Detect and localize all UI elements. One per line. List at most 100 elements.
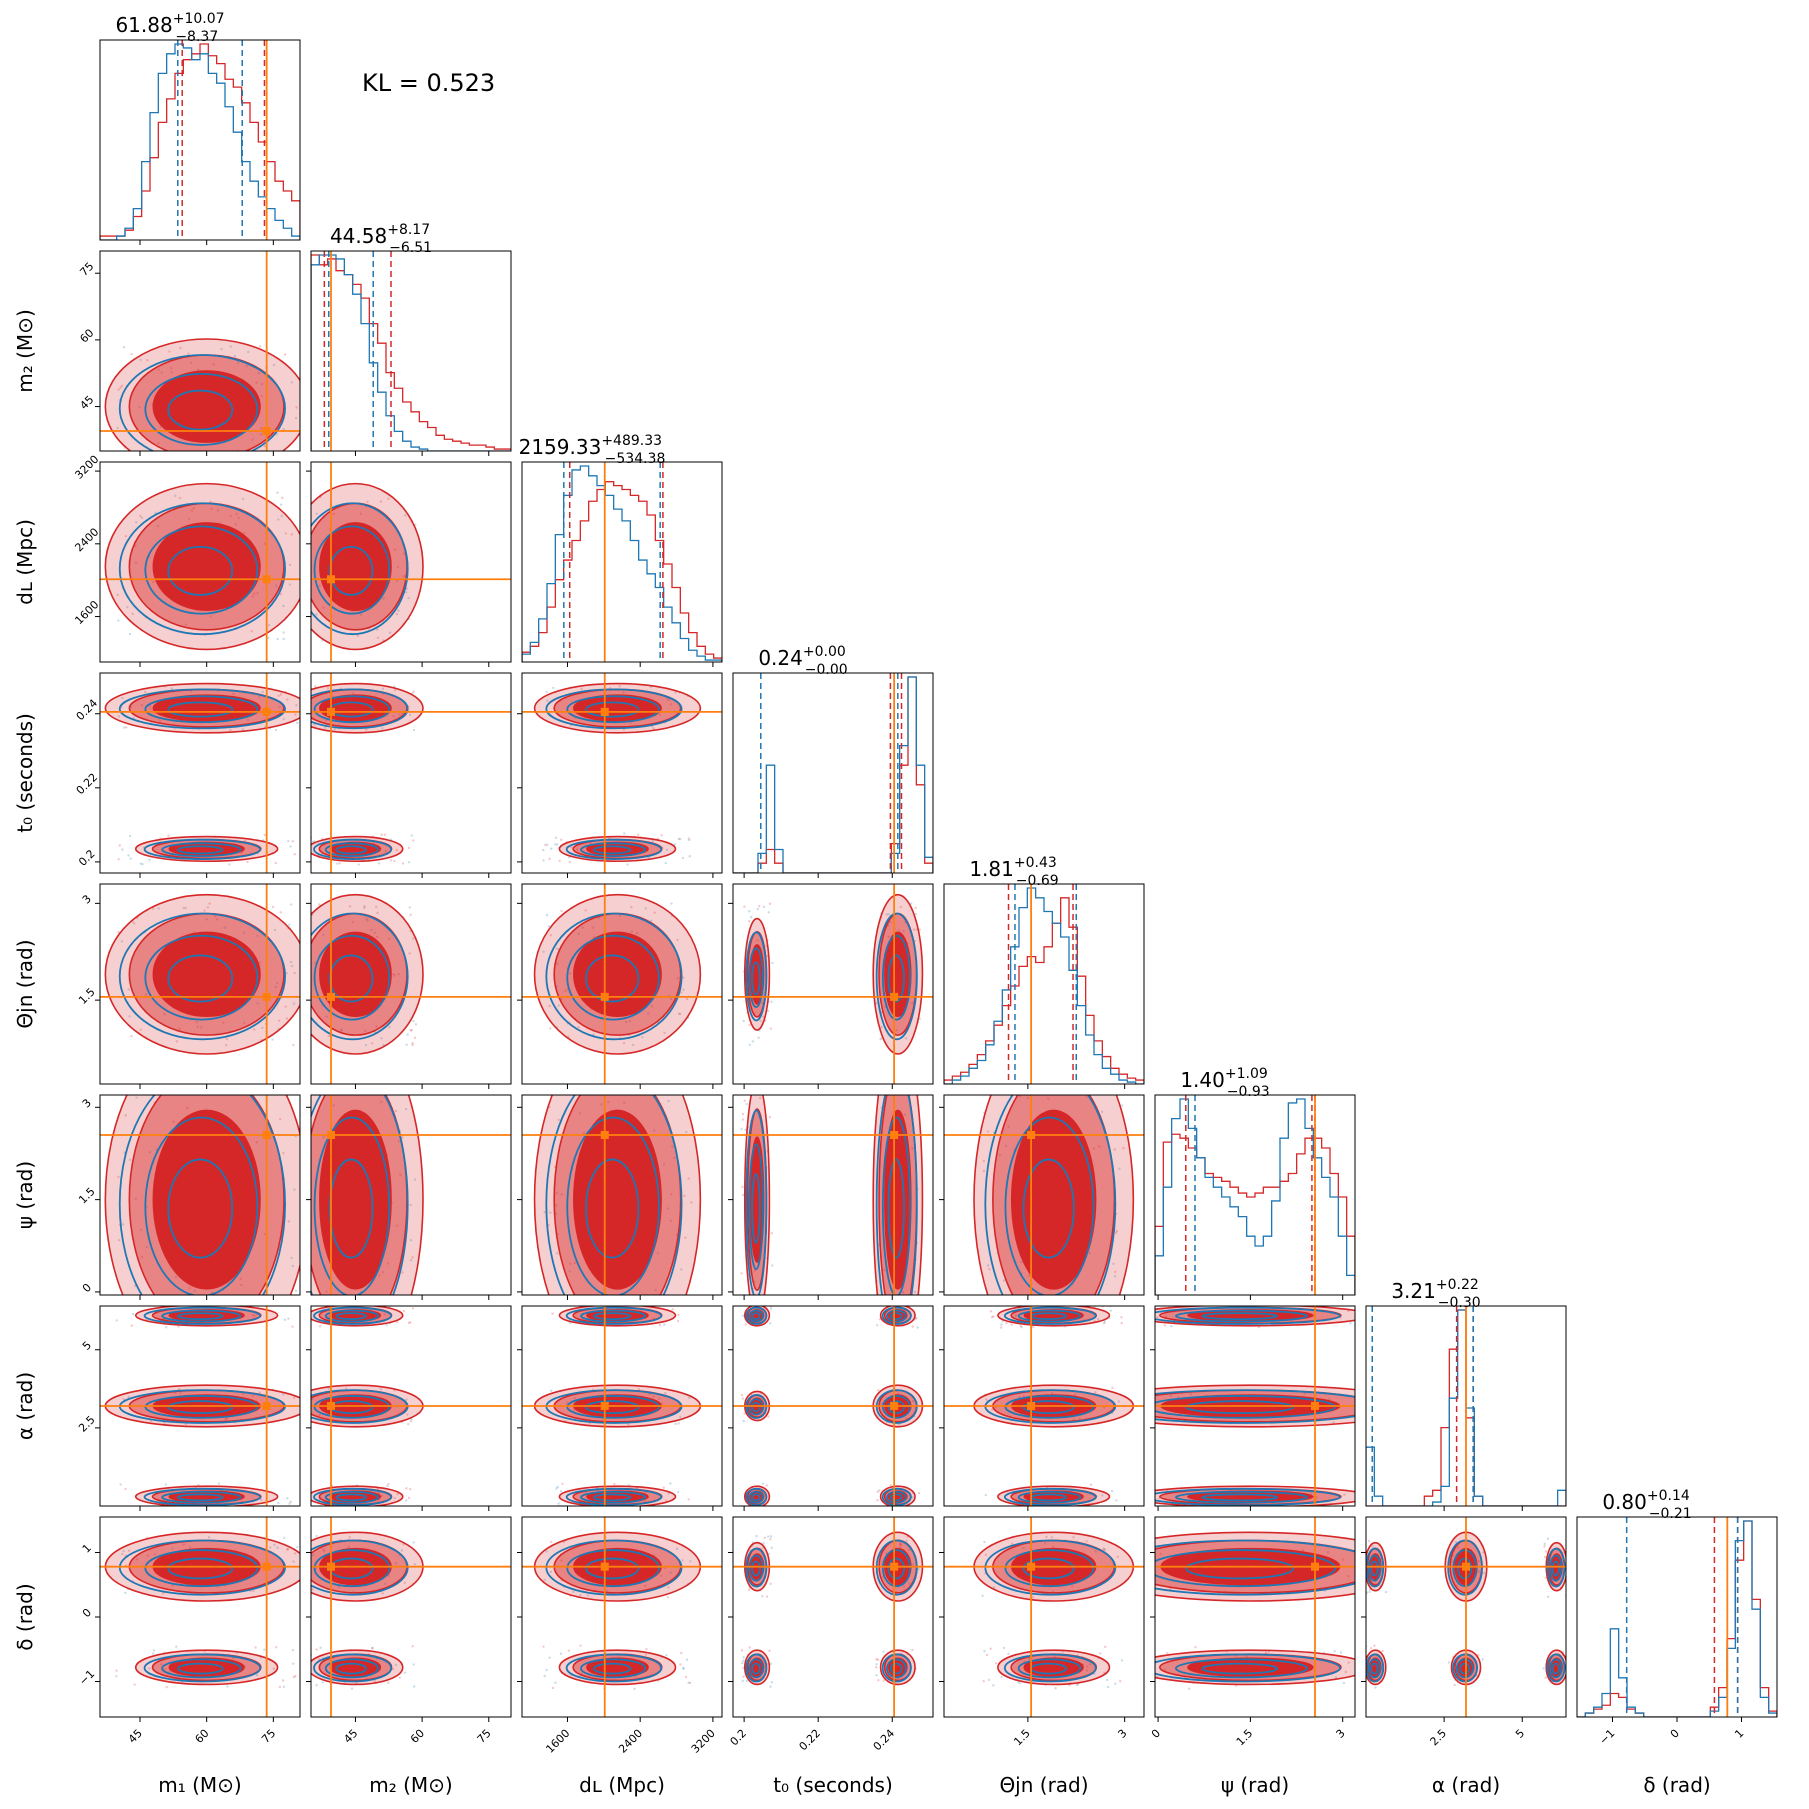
- scatter-point: [203, 909, 206, 912]
- scatter-point: [1071, 1585, 1074, 1588]
- contour-blue-inner: [1551, 1560, 1560, 1577]
- scatter-point: [633, 1074, 635, 1076]
- scatter-point: [1261, 1507, 1263, 1509]
- scatter-point: [765, 1595, 769, 1598]
- scatter-point: [901, 1061, 903, 1063]
- scatter-point: [228, 863, 231, 866]
- scatter-point: [749, 916, 753, 919]
- scatter-point: [883, 1269, 886, 1272]
- scatter-point: [1002, 1279, 1005, 1282]
- scatter-point: [1109, 1078, 1111, 1080]
- title-m2: 44.58+8.17 −6.51: [330, 222, 432, 256]
- scatter-point: [304, 1124, 306, 1126]
- contour-blue-outer: [311, 688, 409, 730]
- scatter-point: [148, 1150, 152, 1154]
- scatter-point: [643, 1584, 647, 1588]
- truth-marker: [890, 1131, 899, 1139]
- scatter-point: [356, 634, 359, 638]
- contour-blue-inner: [167, 1557, 234, 1580]
- scatter-point: [1094, 1391, 1097, 1394]
- scatter-point: [757, 1047, 759, 1049]
- scatter-point: [364, 728, 368, 731]
- scatter-point: [260, 382, 264, 386]
- scatter-point: [592, 1033, 595, 1036]
- contour-blue-inner: [335, 1493, 368, 1502]
- scatter-point: [412, 839, 415, 842]
- scatter-point: [258, 345, 262, 348]
- scatter-point: [767, 1341, 769, 1343]
- scatter-point: [987, 1678, 991, 1682]
- scatter-point: [140, 516, 144, 519]
- contour-blue-mid: [144, 525, 259, 615]
- scatter-point: [219, 1300, 221, 1302]
- scatter-point: [1050, 1536, 1054, 1539]
- scatter-point: [544, 843, 547, 847]
- scatter-point: [255, 1673, 259, 1677]
- scatter-point: [1349, 1321, 1352, 1325]
- scatter-point: [402, 575, 405, 578]
- scatter-point: [553, 1322, 555, 1324]
- scatter-point: [1094, 1337, 1096, 1339]
- scatter-point: [904, 1508, 906, 1510]
- scatter-point: [174, 1275, 178, 1279]
- contour-blue-outer: [118, 354, 286, 451]
- scatter-point: [1115, 1508, 1117, 1510]
- contour-blue-outer: [565, 1487, 663, 1506]
- scatter-point: [242, 531, 246, 535]
- y-axis-label-psi: ψ (rad): [13, 1161, 37, 1229]
- x-tick-label-alpha: 2.5: [1428, 1727, 1450, 1749]
- scatter-point: [274, 1646, 278, 1649]
- x-axis-label-dL: dʟ (Mpc): [579, 1773, 665, 1797]
- scatter-point: [688, 855, 691, 858]
- scatter-point: [284, 532, 287, 535]
- scatter-point: [878, 1489, 881, 1492]
- contour-blue-mid: [566, 695, 660, 724]
- scatter-point: [318, 1080, 320, 1082]
- scatter-point: [877, 1679, 880, 1682]
- scatter-point: [1114, 1682, 1117, 1686]
- scatter-point: [627, 1423, 630, 1426]
- scatter-point: [409, 913, 412, 917]
- scatter-point: [1347, 1661, 1350, 1664]
- scatter-point: [989, 1647, 992, 1650]
- scatter-point: [543, 1210, 546, 1214]
- scatter-point: [396, 1492, 399, 1496]
- scatter-point: [889, 1506, 891, 1508]
- scatter-point: [664, 861, 668, 865]
- scatter-point: [1103, 1548, 1107, 1551]
- contour-blue-mid: [324, 842, 379, 858]
- scatter-point: [682, 976, 685, 979]
- scatter-point: [376, 628, 379, 631]
- axes-frame: [1576, 1516, 1778, 1718]
- scatter-point: [139, 1028, 142, 1031]
- scatter-point: [126, 606, 129, 609]
- scatter-point: [170, 366, 173, 370]
- scatter-point: [411, 1307, 415, 1310]
- scatter-point: [294, 713, 297, 716]
- scatter-point: [1106, 1685, 1110, 1689]
- scatter-point: [570, 846, 573, 849]
- truth-marker: [262, 707, 271, 716]
- scatter-point: [289, 845, 292, 848]
- scatter-point: [769, 1662, 773, 1666]
- scatter-point: [375, 905, 378, 909]
- scatter-point: [290, 964, 294, 968]
- scatter-point: [135, 521, 138, 524]
- truth-marker: [327, 1402, 335, 1410]
- contour-blue-outer: [143, 838, 262, 861]
- scatter-point: [689, 1560, 692, 1563]
- axes-frame: [521, 1305, 723, 1507]
- scatter-point: [1366, 1591, 1369, 1594]
- scatter-point: [174, 465, 176, 467]
- scatter-point: [277, 694, 280, 697]
- scatter-point: [414, 1023, 418, 1026]
- contour-blue-mid: [161, 842, 242, 858]
- scatter-point: [119, 1483, 122, 1486]
- scatter-point: [747, 910, 751, 913]
- scatter-point: [322, 1135, 325, 1139]
- scatter-point: [170, 687, 174, 690]
- scatter-point: [1394, 1651, 1396, 1653]
- contour-panel-m1-alpha: 2.55: [76, 1305, 301, 1511]
- scatter-point: [338, 862, 342, 865]
- scatter-point: [667, 1492, 670, 1495]
